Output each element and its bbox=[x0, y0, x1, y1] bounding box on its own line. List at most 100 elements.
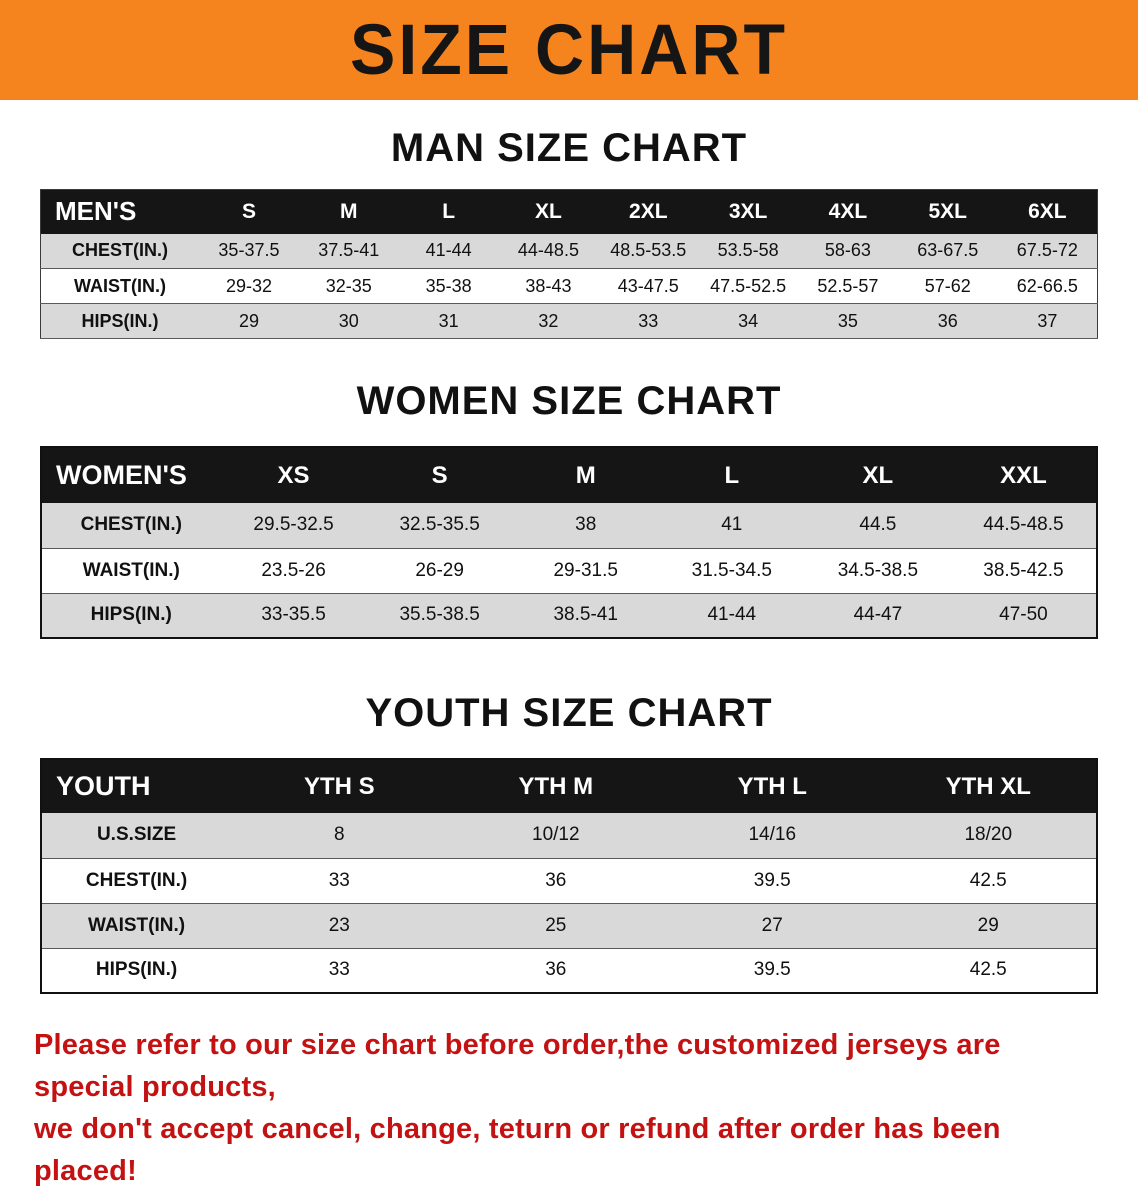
size-value-cell: 26-29 bbox=[415, 559, 464, 581]
size-column-header: L bbox=[724, 461, 740, 489]
size-value-cell: 44-47 bbox=[853, 604, 903, 626]
size-value-cell: 10/12 bbox=[532, 824, 580, 846]
size-column-header: YTH S bbox=[303, 772, 375, 800]
size-value-cell: 41 bbox=[721, 514, 743, 536]
size-column-header: M bbox=[575, 461, 596, 489]
table-corner-label: WOMEN'S bbox=[56, 460, 187, 490]
measurement-row: WAIST(IN.) 23.5-26 26-29 29-31.5 31.5-34.5 34… bbox=[41, 548, 1097, 593]
size-value-cell: 35 bbox=[837, 310, 858, 331]
measurement-row-label: WAIST(IN.) bbox=[82, 559, 180, 581]
size-value-cell: 57-62 bbox=[924, 275, 971, 296]
size-value-cell: 14/16 bbox=[748, 824, 797, 846]
size-value-cell: 29 bbox=[977, 914, 999, 936]
size-value-cell: 43-47.5 bbox=[617, 275, 679, 296]
size-value-cell: 62-66.5 bbox=[1016, 275, 1078, 296]
size-value-cell: 44.5 bbox=[859, 514, 897, 536]
size-value-cell: 33 bbox=[328, 959, 350, 981]
size-value-cell: 33-35.5 bbox=[261, 604, 326, 626]
youth-table-header-row: YOUTH YTH S YTH M YTH L YTH XL bbox=[41, 759, 1097, 813]
size-value-cell: 38.5-42.5 bbox=[983, 559, 1064, 581]
size-value-cell: 38.5-41 bbox=[553, 604, 618, 626]
size-value-cell: 37 bbox=[1037, 310, 1058, 331]
size-value-cell: 23 bbox=[328, 914, 350, 936]
men-table-body: CHEST(IN.) 35-37.5 37.5-41 41-44 44-48.5 48.5… bbox=[40, 233, 1098, 339]
size-value-cell: 31 bbox=[438, 310, 459, 331]
measurement-row-label: HIPS(IN.) bbox=[81, 310, 159, 331]
measurement-row-label: HIPS(IN.) bbox=[90, 604, 172, 626]
size-column-header: S bbox=[431, 461, 448, 489]
size-value-cell: 36 bbox=[545, 959, 567, 981]
size-value-cell: 34.5-38.5 bbox=[837, 559, 919, 581]
size-column-header: L bbox=[442, 199, 456, 223]
size-value-cell: 48.5-53.5 bbox=[610, 240, 687, 261]
size-column-header: XL bbox=[535, 199, 562, 223]
men-table-header-row: MEN'S S M L XL 2XL 3XL 4XL 5XL 6XL bbox=[40, 189, 1098, 234]
page-title: SIZE CHART bbox=[350, 10, 788, 90]
size-column-header: YTH XL bbox=[945, 772, 1031, 800]
size-column-header: 6XL bbox=[1028, 199, 1067, 223]
size-value-cell: 32 bbox=[538, 310, 559, 331]
women-size-table: WOMEN'S XS S M L XL XXL CHEST(IN.) 29.5-32.5 32.… bbox=[40, 446, 1098, 639]
measurement-row-label: WAIST(IN.) bbox=[74, 275, 167, 296]
size-column-header: M bbox=[340, 199, 358, 223]
measurement-row: HIPS(IN.) 33-35.5 35.5-38.5 38.5-41 41-44 44-… bbox=[41, 593, 1097, 638]
size-chart-banner: SIZE CHART bbox=[0, 0, 1138, 100]
size-value-cell: 41-44 bbox=[707, 604, 757, 626]
size-value-cell: 37.5-41 bbox=[318, 240, 380, 261]
men-section-heading: MAN SIZE CHART bbox=[390, 126, 748, 170]
size-column-header: YTH L bbox=[737, 772, 807, 800]
men-size-section: MAN SIZE CHART MEN'S S M L XL 2XL 3XL 4XL 5XL 6XL… bbox=[0, 126, 1138, 339]
size-value-cell: 35-37.5 bbox=[218, 240, 280, 261]
size-column-header: S bbox=[241, 199, 256, 223]
size-value-cell: 44.5-48.5 bbox=[983, 514, 1064, 536]
size-value-cell: 44-48.5 bbox=[517, 240, 579, 261]
size-value-cell: 39.5 bbox=[753, 869, 791, 891]
women-table-header-row: WOMEN'S XS S M L XL XXL bbox=[41, 447, 1097, 503]
size-value-cell: 63-67.5 bbox=[917, 240, 979, 261]
size-value-cell: 33 bbox=[328, 869, 350, 891]
measurement-row: CHEST(IN.) 29.5-32.5 32.5-35.5 38 41 44.5 44.5… bbox=[41, 503, 1097, 548]
measurement-row: HIPS(IN.) 33 36 39.5 42.5 bbox=[41, 948, 1097, 993]
size-value-cell: 58-63 bbox=[824, 240, 871, 261]
size-column-header: 4XL bbox=[828, 199, 868, 223]
size-value-cell: 33 bbox=[638, 310, 659, 331]
measurement-row: HIPS(IN.) 29 30 31 32 33 34 35 36 37 bbox=[40, 303, 1098, 339]
size-column-header: YTH M bbox=[518, 772, 594, 800]
size-value-cell: 32-35 bbox=[325, 275, 372, 296]
size-value-cell: 67.5-72 bbox=[1016, 240, 1078, 261]
women-section-heading: WOMEN SIZE CHART bbox=[356, 379, 782, 423]
measurement-row: WAIST(IN.) 29-32 32-35 35-38 38-43 43-47.5 47.… bbox=[40, 268, 1098, 304]
size-value-cell: 34 bbox=[738, 310, 759, 331]
table-corner-label: MEN'S bbox=[55, 196, 137, 227]
size-value-cell: 47.5-52.5 bbox=[710, 275, 787, 296]
measurement-row-label: U.S.SIZE bbox=[96, 824, 177, 846]
youth-size-table: YOUTH YTH S YTH M YTH L YTH XL U.S.SIZE 8 10/1… bbox=[40, 758, 1098, 994]
table-corner-label: YOUTH bbox=[56, 771, 151, 801]
measurement-row-label: WAIST(IN.) bbox=[87, 914, 186, 936]
men-size-table: MEN'S S M L XL 2XL 3XL 4XL 5XL 6XL CHEST(IN.) 35-3… bbox=[40, 189, 1098, 339]
size-value-cell: 29 bbox=[238, 310, 259, 331]
youth-size-section: YOUTH SIZE CHART YOUTH YTH S YTH M YTH L YTH… bbox=[0, 691, 1138, 994]
size-value-cell: 35-38 bbox=[425, 275, 472, 296]
size-value-cell: 41-44 bbox=[425, 240, 472, 261]
size-column-header: 2XL bbox=[629, 199, 668, 223]
measurement-row: CHEST(IN.) 35-37.5 37.5-41 41-44 44-48.5 48.5… bbox=[40, 233, 1098, 269]
measurement-row: WAIST(IN.) 23 25 27 29 bbox=[41, 903, 1097, 948]
size-value-cell: 52.5-57 bbox=[817, 275, 879, 296]
size-column-header: XXL bbox=[1000, 461, 1047, 489]
size-value-cell: 23.5-26 bbox=[261, 559, 326, 581]
size-value-cell: 36 bbox=[545, 869, 567, 891]
measurement-row-label: CHEST(IN.) bbox=[72, 240, 169, 261]
size-column-header: 5XL bbox=[928, 199, 968, 223]
size-value-cell: 32.5-35.5 bbox=[399, 514, 480, 536]
measurement-row: CHEST(IN.) 33 36 39.5 42.5 bbox=[41, 858, 1097, 903]
size-column-header: XL bbox=[862, 461, 894, 489]
disclaimer-line-1: Please refer to our size chart before or… bbox=[34, 1029, 1001, 1104]
size-value-cell: 18/20 bbox=[964, 824, 1013, 846]
size-value-cell: 8 bbox=[334, 824, 345, 846]
size-value-cell: 27 bbox=[761, 914, 783, 936]
women-table-body: CHEST(IN.) 29.5-32.5 32.5-35.5 38 41 44.5 44.5… bbox=[41, 503, 1097, 638]
youth-section-heading: YOUTH SIZE CHART bbox=[365, 691, 773, 735]
measurement-row-label: CHEST(IN.) bbox=[80, 514, 182, 536]
size-value-cell: 36 bbox=[937, 310, 958, 331]
